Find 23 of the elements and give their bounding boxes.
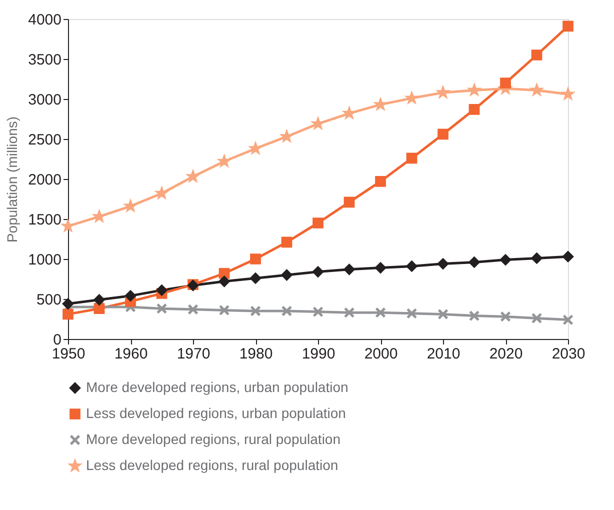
y-tick-label: 3000 — [28, 92, 62, 108]
y-tick-label: 4000 — [28, 12, 62, 28]
legend-label: Less developed regions, rural population — [86, 457, 338, 473]
legend-label: Less developed regions, urban population — [86, 405, 346, 421]
y-axis-title: Population (millions) — [4, 116, 20, 243]
x-tick-label: 1970 — [176, 346, 210, 362]
legend-label: More developed regions, urban population — [86, 379, 348, 395]
y-tick-label: 2500 — [28, 132, 62, 148]
x-tick-label: 2010 — [426, 346, 460, 362]
y-tick-label: 0 — [53, 332, 62, 348]
y-tick-label: 3500 — [28, 52, 62, 68]
y-tick-label: 2000 — [28, 172, 62, 188]
y-tick-label: 1500 — [28, 212, 62, 228]
x-tick-label: 1980 — [239, 346, 273, 362]
y-tick-label: 500 — [36, 292, 62, 308]
x-tick-label: 1950 — [52, 346, 86, 362]
x-tick-label: 2020 — [489, 346, 523, 362]
x-tick-label: 1990 — [302, 346, 336, 362]
legend-label: More developed regions, rural population — [86, 431, 340, 447]
x-tick-label: 2000 — [364, 346, 398, 362]
y-tick-label: 1000 — [28, 252, 62, 268]
x-tick-label: 1960 — [114, 346, 148, 362]
x-tick-label: 2030 — [552, 346, 586, 362]
